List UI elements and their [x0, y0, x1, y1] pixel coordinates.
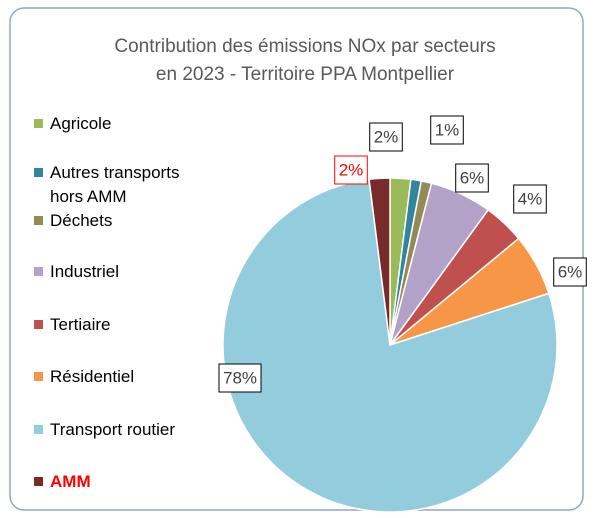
data-label: 2% [374, 127, 399, 146]
data-label: 6% [460, 168, 485, 187]
legend-item: Agricole [34, 112, 209, 136]
pie-slice [222, 178, 558, 513]
label-box [553, 257, 587, 287]
legend-label: Industriel [50, 262, 119, 281]
legend-item: AMM [34, 470, 209, 494]
label-box [218, 363, 262, 393]
legend-swatch [34, 372, 43, 381]
legend-item: Industriel [34, 260, 209, 284]
label-box [455, 163, 489, 193]
chart-title: Contribution des émissions NOx par secte… [114, 36, 495, 57]
legend-swatch [34, 320, 43, 329]
legend-swatch [34, 119, 43, 128]
legend-swatch [34, 168, 43, 177]
label-box [430, 115, 464, 145]
legend-label: Résidentiel [50, 367, 135, 386]
data-label: 2% [339, 160, 364, 179]
data-label: 78% [223, 368, 257, 387]
legend-item: Tertiaire [34, 313, 209, 337]
legend-swatch [34, 216, 43, 225]
legend-swatch [34, 267, 43, 276]
chart-title: en 2023 - Territoire PPA Montpellier [156, 64, 455, 85]
legend-label: AMM [50, 472, 91, 491]
legend-label: Tertiaire [50, 315, 111, 334]
legend-label: Autres transports hors AMM [50, 163, 180, 206]
pie-slice [368, 177, 391, 346]
data-label: 4% [518, 189, 543, 208]
data-label: 1% [435, 120, 460, 139]
legend-item: Déchets [34, 209, 209, 233]
legend-item: Transport routier [34, 418, 209, 442]
data-label: 6% [558, 262, 583, 281]
legend-item: Résidentiel [34, 365, 209, 389]
legend-label: Agricole [50, 114, 112, 133]
legend-label: Transport routier [50, 420, 176, 439]
legend-item: Autres transports hors AMM [34, 161, 209, 209]
legend-swatch [34, 425, 43, 434]
label-box [369, 122, 403, 152]
legend-label: Déchets [50, 211, 113, 230]
label-box [513, 184, 547, 214]
label-box [334, 155, 368, 185]
legend-swatch [34, 477, 43, 486]
